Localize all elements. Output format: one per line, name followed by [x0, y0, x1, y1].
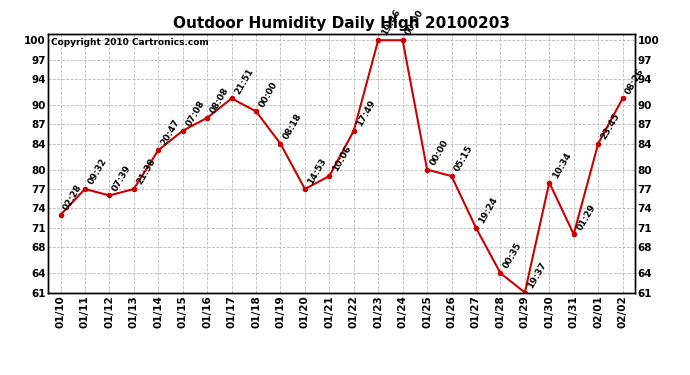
Text: 02:28: 02:28	[62, 183, 84, 212]
Text: 09:32: 09:32	[86, 157, 108, 186]
Text: 21:38: 21:38	[135, 157, 157, 186]
Text: 08:18: 08:18	[282, 112, 304, 141]
Text: 08:08: 08:08	[208, 86, 230, 115]
Text: 00:00: 00:00	[257, 80, 279, 109]
Text: 19:37: 19:37	[526, 260, 549, 290]
Text: 00:00: 00:00	[428, 138, 451, 167]
Text: 08:26: 08:26	[624, 66, 646, 96]
Text: 19:46: 19:46	[380, 8, 402, 38]
Text: 05:15: 05:15	[453, 144, 475, 173]
Text: 23:45: 23:45	[600, 111, 622, 141]
Text: Copyright 2010 Cartronics.com: Copyright 2010 Cartronics.com	[51, 38, 209, 46]
Text: 14:53: 14:53	[306, 157, 328, 186]
Text: 01:29: 01:29	[575, 202, 598, 231]
Text: 17:49: 17:49	[355, 98, 377, 128]
Text: 10:06: 10:06	[331, 144, 353, 173]
Text: 19:24: 19:24	[477, 195, 500, 225]
Text: 21:51: 21:51	[233, 66, 255, 96]
Text: 00:00: 00:00	[404, 9, 426, 38]
Text: 00:35: 00:35	[502, 241, 524, 270]
Text: 20:47: 20:47	[159, 118, 182, 147]
Text: 10:34: 10:34	[551, 150, 573, 180]
Text: 07:39: 07:39	[111, 163, 133, 193]
Text: 07:08: 07:08	[184, 99, 206, 128]
Title: Outdoor Humidity Daily High 20100203: Outdoor Humidity Daily High 20100203	[173, 16, 510, 31]
